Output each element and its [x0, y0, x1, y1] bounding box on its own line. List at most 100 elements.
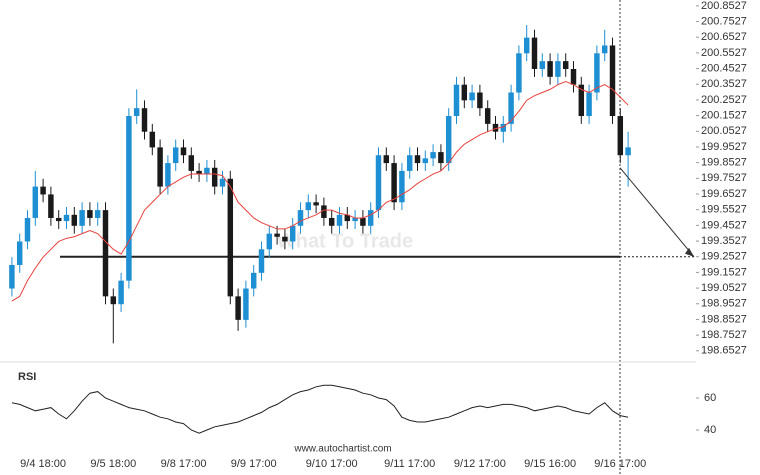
y-tick-label: 200.0527	[701, 125, 747, 137]
candle-body	[477, 92, 483, 109]
candle-body	[204, 167, 210, 175]
moving-average	[11, 80, 629, 302]
candle-body	[266, 233, 273, 250]
candle-body	[531, 37, 538, 69]
candle-body	[523, 37, 530, 54]
candle-body	[118, 280, 124, 305]
candle-body	[297, 210, 304, 226]
x-tick-label: 9/11 17:00	[384, 458, 435, 470]
candle-body	[445, 116, 452, 164]
y-tick-label: 199.5527	[701, 204, 747, 216]
candle-body	[539, 61, 546, 69]
candle-body	[500, 123, 507, 132]
candle-body	[601, 45, 608, 54]
x-tick-label: 9/8 17:00	[161, 458, 207, 470]
arrow-head	[685, 247, 694, 257]
y-tick-label: 199.4527	[701, 219, 747, 231]
candle-body	[321, 205, 327, 218]
candle-body	[172, 147, 179, 164]
candle-body	[110, 296, 117, 305]
y-tick-label: 60	[704, 392, 716, 404]
y-tick-label: 200.3527	[701, 78, 747, 90]
y-tick-label: 199.3527	[701, 235, 747, 247]
x-tick-label: 9/10 17:00	[306, 458, 358, 470]
y-tick-label: 200.6527	[701, 31, 747, 43]
source: www.autochartist.com	[293, 444, 391, 455]
candle-body	[399, 170, 405, 203]
y-tick-label: 200.5527	[701, 47, 747, 59]
x-tick-label: 9/5 18:00	[90, 458, 136, 470]
candle-body	[188, 155, 195, 171]
candle-body	[313, 202, 319, 206]
candle-body	[165, 163, 171, 187]
watermark: What To Trade	[277, 230, 413, 252]
candle-body	[305, 202, 312, 211]
candle-body	[32, 186, 39, 218]
candle-body	[578, 84, 585, 117]
candle-body	[469, 92, 475, 101]
x-tick-label: 9/9 17:00	[231, 458, 277, 470]
y-tick-label: 198.6527	[701, 345, 747, 357]
candle-body	[16, 241, 23, 265]
candle-body	[9, 264, 15, 289]
candle-body	[586, 92, 592, 117]
candle-body	[149, 131, 156, 148]
candle-body	[274, 233, 280, 237]
candle-body	[594, 53, 600, 93]
candle-body	[227, 178, 234, 297]
y-tick-label: 199.9527	[701, 141, 747, 153]
candle-body	[250, 272, 257, 289]
candle-body	[484, 108, 491, 124]
rsi-line	[11, 384, 629, 434]
candle-body	[94, 210, 101, 218]
y-tick-label: 200.7527	[701, 15, 747, 27]
candle-body	[430, 152, 436, 159]
candle-body	[609, 45, 616, 117]
x-tick-label: 9/4 18:00	[20, 458, 66, 470]
candle-body	[141, 108, 148, 132]
candle-body	[196, 170, 202, 175]
y-tick-label: 198.9527	[701, 298, 747, 310]
y-tick-label: 200.8527	[701, 0, 747, 12]
candle-body	[336, 214, 343, 226]
y-tick-label: 200.2527	[701, 94, 747, 106]
candle-body	[555, 61, 561, 77]
candle-body	[344, 214, 351, 222]
x-tick-label: 9/16 17:00	[594, 458, 646, 470]
candle-body	[422, 158, 429, 164]
candle-body	[126, 116, 132, 281]
candle-body	[289, 225, 296, 242]
candle-body	[453, 84, 460, 117]
candle-body	[71, 214, 78, 226]
candle-body	[63, 214, 70, 222]
candle-body	[243, 288, 249, 320]
candle-body	[235, 296, 241, 320]
forecast-arrow	[619, 167, 695, 258]
candle-body	[414, 155, 421, 164]
candle-body	[492, 123, 499, 132]
candle-body	[55, 217, 62, 222]
candle-body	[219, 178, 226, 187]
y-tick-label: 199.7527	[701, 172, 747, 184]
y-tick-label: 199.1527	[701, 266, 747, 278]
candle-body	[157, 147, 163, 187]
candle-body	[547, 61, 553, 77]
x-tick-label: 9/12 17:00	[454, 458, 506, 470]
candle-body	[383, 155, 390, 164]
candle-body	[391, 163, 397, 203]
y-tick-label: 200.1527	[701, 110, 747, 122]
y-tick-label: 199.6527	[701, 188, 747, 200]
candle-body	[211, 167, 218, 187]
candle-body	[508, 92, 514, 124]
rsi-title: RSI	[18, 371, 36, 383]
candle-body	[406, 155, 413, 171]
candle-body	[617, 116, 624, 156]
candle-body	[258, 249, 265, 273]
y-tick-label: 198.8527	[701, 313, 747, 325]
candle-body	[461, 84, 468, 101]
y-tick-label: 40	[704, 424, 716, 436]
y-tick-label: 199.8527	[701, 157, 747, 169]
x-tick-label: 9/15 16:00	[524, 458, 576, 470]
candle-body	[562, 61, 569, 69]
